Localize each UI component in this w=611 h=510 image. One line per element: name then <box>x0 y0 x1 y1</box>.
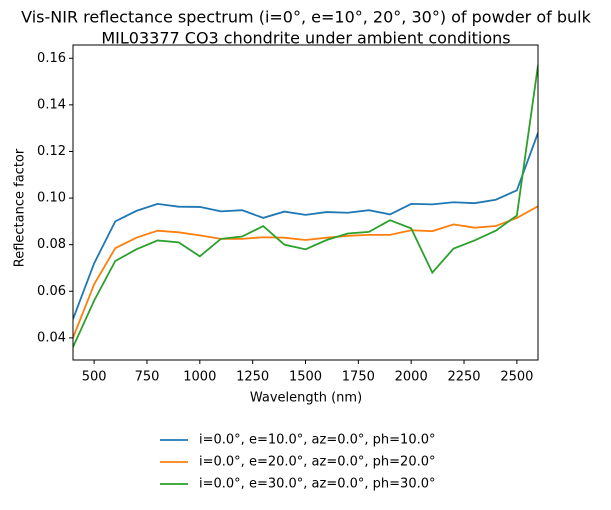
y-tick-label: 0.10 <box>37 191 66 206</box>
x-tick-label: 2000 <box>395 370 428 385</box>
y-tick-label: 0.12 <box>37 144 66 159</box>
y-tick-label: 0.04 <box>37 330 66 345</box>
plot-frame <box>72 44 539 361</box>
chart-title: MIL03377 CO3 chondrite under ambient con… <box>101 29 510 48</box>
y-tick-label: 0.14 <box>37 97 66 112</box>
legend-label: i=0.0°, e=20.0°, az=0.0°, ph=20.0° <box>199 455 436 470</box>
x-tick-label: 1250 <box>236 370 269 385</box>
x-tick-label: 2500 <box>500 370 533 385</box>
legend-label: i=0.0°, e=30.0°, az=0.0°, ph=30.0° <box>199 477 436 492</box>
x-tick-label: 750 <box>135 370 160 385</box>
y-tick-label: 0.06 <box>37 284 66 299</box>
x-axis-label: Wavelength (nm) <box>250 391 362 406</box>
chart-title: Vis-NIR reflectance spectrum (i=0°, e=10… <box>21 8 591 27</box>
y-tick-label: 0.08 <box>37 237 66 252</box>
series-line <box>73 132 538 320</box>
y-tick-label: 0.16 <box>37 51 66 66</box>
x-tick-label: 1000 <box>183 370 216 385</box>
x-tick-label: 1750 <box>342 370 375 385</box>
series-line <box>73 65 538 348</box>
y-axis-label: Reflectance factor <box>13 148 28 267</box>
legend-label: i=0.0°, e=10.0°, az=0.0°, ph=10.0° <box>199 433 436 448</box>
series-line <box>73 205 538 339</box>
x-tick-label: 2250 <box>447 370 480 385</box>
x-tick-label: 500 <box>82 370 107 385</box>
x-tick-label: 1500 <box>289 370 322 385</box>
